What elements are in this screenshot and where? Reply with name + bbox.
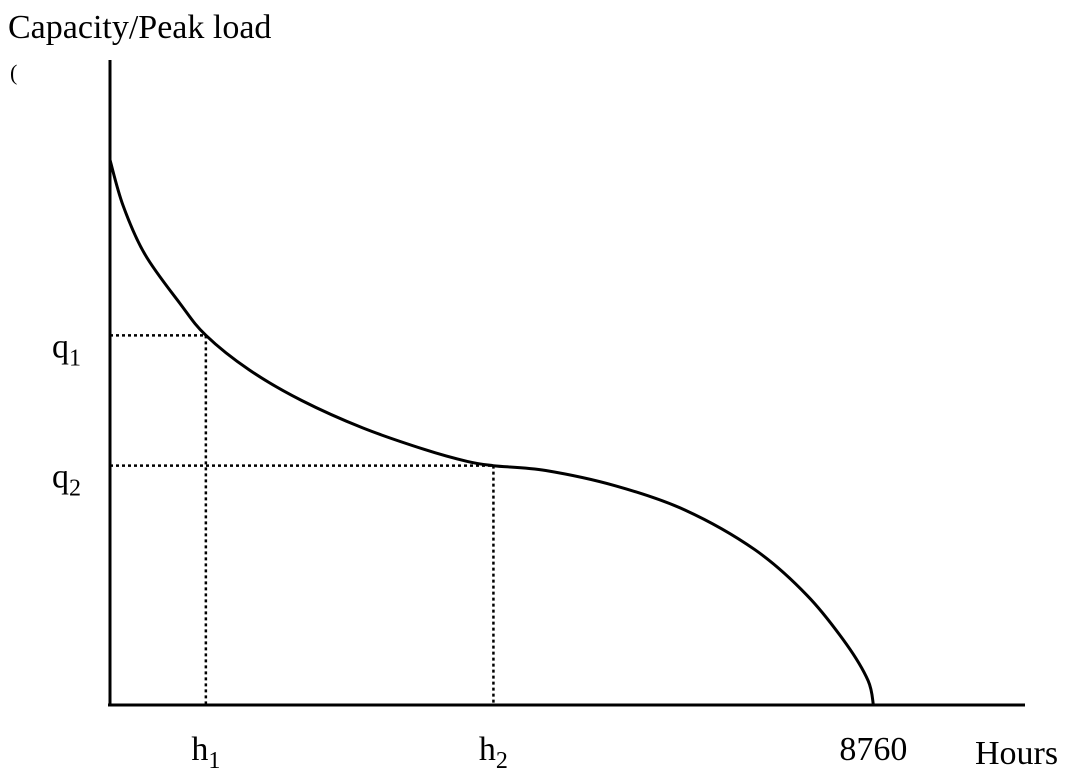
x-tick-label-3: 8760 <box>839 731 907 768</box>
reference-lines-layer <box>110 334 495 705</box>
load-duration-curve <box>108 159 875 706</box>
y-axis-label: Capacity/Peak load <box>8 9 271 46</box>
x-tick-label-2: h2 <box>479 731 508 772</box>
tick-labels-layer: h1 h2 8760 q1 q2 <box>52 328 907 772</box>
y-tick-label-1: q1 <box>52 328 81 371</box>
y-axis-label-suffix: ( <box>10 60 17 85</box>
y-tick-label-2: q2 <box>52 459 81 502</box>
x-axis-label: Hours <box>975 735 1058 772</box>
x-tick-label-1: h1 <box>191 731 220 772</box>
